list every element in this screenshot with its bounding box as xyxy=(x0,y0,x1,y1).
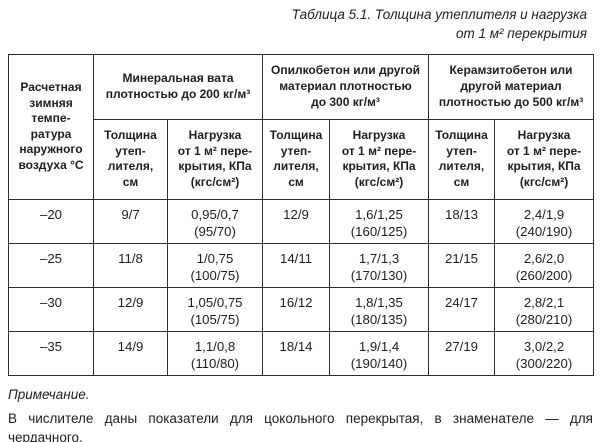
subheader-load: Нагрузка от 1 м² пере- крытия, КПа (кгс/… xyxy=(328,118,430,200)
load-cell: 1/0,75 (100/75) xyxy=(167,242,263,288)
subheader-load: Нагрузка от 1 м² пере- крытия, КПа (кгс/… xyxy=(494,118,595,200)
load-cell: 0,95/0,7 (95/70) xyxy=(167,198,263,244)
subheader-thickness: Толщина утеп- лителя, см xyxy=(262,118,330,200)
load-cell: 1,9/1,4 (190/140) xyxy=(328,330,430,376)
header-group-sawdust-concrete: Опилкобетон или другой материал плотност… xyxy=(261,53,430,120)
temp-cell: –25 xyxy=(8,242,94,288)
header-group-mineral-wool: Минеральная вата плотностью до 200 кг/м³ xyxy=(93,53,263,120)
thickness-cell: 24/17 xyxy=(428,286,496,332)
subheader-load: Нагрузка от 1 м² пере- крытия, КПа (кгс/… xyxy=(167,118,263,200)
load-cell: 1,1/0,8 (110/80) xyxy=(167,330,263,376)
thickness-cell: 14/9 xyxy=(93,330,168,376)
load-cell: 2,8/2,1 (280/210) xyxy=(494,286,595,332)
table-row: –20 9/7 0,95/0,7 (95/70) 12/9 1,6/1,25 (… xyxy=(8,198,595,244)
load-cell: 2,4/1,9 (240/190) xyxy=(494,198,595,244)
caption-line-2: от 1 м² перекрытия xyxy=(456,25,587,41)
thickness-cell: 9/7 xyxy=(93,198,168,244)
thickness-cell: 18/13 xyxy=(428,198,496,244)
load-cell: 3,0/2,2 (300/220) xyxy=(494,330,595,376)
thickness-cell: 21/15 xyxy=(428,242,496,288)
table-caption: Таблица 5.1. Толщина утеплителя и нагруз… xyxy=(0,6,587,44)
temp-cell: –35 xyxy=(8,330,94,376)
temp-cell: –30 xyxy=(8,286,94,332)
subheader-row: Толщина утеп- лителя, см Нагрузка от 1 м… xyxy=(9,118,595,200)
thickness-cell: 12/9 xyxy=(93,286,168,332)
note-text: В числителе даны показатели для цокольно… xyxy=(8,410,593,442)
thickness-cell: 12/9 xyxy=(262,198,330,244)
load-cell: 1,7/1,3 (170/130) xyxy=(328,242,430,288)
thickness-cell: 14/11 xyxy=(262,242,330,288)
table-row: –35 14/9 1,1/0,8 (110/80) 18/14 1,9/1,4 … xyxy=(8,330,595,376)
load-cell: 1,6/1,25 (160/125) xyxy=(328,198,430,244)
note-section: Примечание. В числителе даны показатели … xyxy=(8,387,593,442)
insulation-table: Расчетная зимняя темпе- ратура наружного… xyxy=(8,53,595,376)
header-group-expanded-clay-concrete: Керамзитобетон или другой материал плотн… xyxy=(428,53,595,120)
thickness-cell: 11/8 xyxy=(93,242,168,288)
table-row: –30 12/9 1,05/0,75 (105/75) 16/12 1,8/1,… xyxy=(8,286,595,332)
header-temperature: Расчетная зимняя темпе- ратура наружного… xyxy=(8,53,94,200)
thickness-cell: 27/19 xyxy=(428,330,496,376)
caption-line-1: Таблица 5.1. Толщина утеплителя и нагруз… xyxy=(291,7,587,22)
header-group-row: Расчетная зимняя темпе- ратура наружного… xyxy=(8,53,595,200)
thickness-cell: 18/14 xyxy=(262,330,330,376)
subheader-thickness: Толщина утеп- лителя, см xyxy=(93,118,168,200)
load-cell: 2,6/2,0 (260/200) xyxy=(494,242,595,288)
load-cell: 1,8/1,35 (180/135) xyxy=(328,286,430,332)
thickness-cell: 16/12 xyxy=(262,286,330,332)
note-label: Примечание. xyxy=(8,386,90,402)
subheader-thickness: Толщина утеп- лителя, см xyxy=(428,118,496,200)
temp-cell: –20 xyxy=(8,198,94,244)
table-row: –25 11/8 1/0,75 (100/75) 14/11 1,7/1,3 (… xyxy=(8,242,595,288)
load-cell: 1,05/0,75 (105/75) xyxy=(167,286,263,332)
